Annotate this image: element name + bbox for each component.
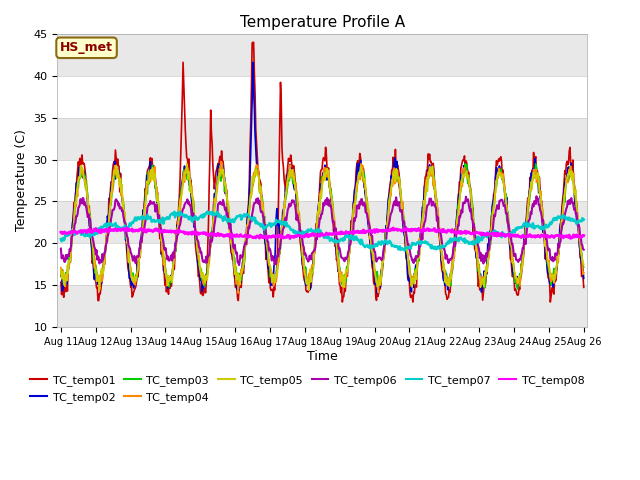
TC_temp08 xyxy=(387,227,395,233)
TC_temp07 xyxy=(204,209,212,215)
Bar xyxy=(58,285,588,327)
Line: TC_temp08: TC_temp08 xyxy=(61,228,584,239)
TC_temp06 xyxy=(67,248,74,254)
TC_temp01 xyxy=(57,279,65,285)
Line: TC_temp05: TC_temp05 xyxy=(61,164,584,290)
TC_temp08 xyxy=(174,229,182,235)
TC_temp07 xyxy=(201,211,209,217)
TC_temp05 xyxy=(183,161,191,167)
TC_temp03 xyxy=(173,232,181,238)
TC_temp07 xyxy=(57,236,65,242)
TC_temp07 xyxy=(67,229,74,235)
Line: TC_temp03: TC_temp03 xyxy=(61,164,584,289)
TC_temp04 xyxy=(173,230,181,236)
TC_temp02 xyxy=(57,273,65,279)
Line: TC_temp04: TC_temp04 xyxy=(61,161,584,293)
TC_temp03 xyxy=(401,227,409,233)
TC_temp05 xyxy=(57,267,65,273)
TC_temp02 xyxy=(201,278,209,284)
TC_temp01 xyxy=(339,299,346,305)
Bar xyxy=(58,118,588,159)
TC_temp08 xyxy=(202,230,209,236)
TC_temp04 xyxy=(387,192,395,198)
Bar xyxy=(58,34,588,76)
TC_temp02 xyxy=(67,247,74,252)
TC_temp01 xyxy=(120,211,128,217)
TC_temp05 xyxy=(305,288,313,293)
TC_temp08 xyxy=(120,228,128,233)
TC_temp05 xyxy=(580,262,588,267)
TC_temp03 xyxy=(120,209,128,215)
TC_temp08 xyxy=(286,236,294,241)
TC_temp03 xyxy=(57,271,65,277)
TC_temp06 xyxy=(236,262,243,268)
Line: TC_temp06: TC_temp06 xyxy=(61,196,584,265)
TC_temp06 xyxy=(532,193,540,199)
TC_temp08 xyxy=(67,230,74,236)
TC_temp03 xyxy=(67,259,74,264)
TC_temp08 xyxy=(403,227,410,232)
TC_temp02 xyxy=(580,276,588,281)
TC_temp01 xyxy=(249,39,257,45)
TC_temp02 xyxy=(249,60,257,65)
TC_temp05 xyxy=(67,255,74,261)
Legend: TC_temp01, TC_temp02, TC_temp03, TC_temp04, TC_temp05, TC_temp06, TC_temp07, TC_: TC_temp01, TC_temp02, TC_temp03, TC_temp… xyxy=(26,371,589,407)
TC_temp01 xyxy=(387,176,395,181)
Title: Temperature Profile A: Temperature Profile A xyxy=(240,15,405,30)
Line: TC_temp02: TC_temp02 xyxy=(61,62,584,293)
TC_temp03 xyxy=(461,161,469,167)
TC_temp02 xyxy=(373,290,381,296)
TC_temp06 xyxy=(57,246,65,252)
TC_temp01 xyxy=(67,259,74,265)
TC_temp07 xyxy=(580,216,588,222)
TC_temp01 xyxy=(173,219,181,225)
Line: TC_temp01: TC_temp01 xyxy=(61,42,584,302)
TC_temp03 xyxy=(514,286,522,292)
TC_temp03 xyxy=(580,264,588,270)
TC_temp05 xyxy=(403,238,410,243)
TC_temp06 xyxy=(387,213,394,218)
TC_temp06 xyxy=(201,257,209,263)
TC_temp07 xyxy=(173,212,181,218)
TC_temp06 xyxy=(402,224,410,230)
TC_temp06 xyxy=(173,233,181,239)
TC_temp04 xyxy=(57,264,65,270)
TC_temp04 xyxy=(580,270,588,276)
TC_temp07 xyxy=(120,227,128,232)
TC_temp07 xyxy=(401,248,409,253)
TC_temp04 xyxy=(120,208,128,214)
TC_temp02 xyxy=(403,255,410,261)
X-axis label: Time: Time xyxy=(307,349,338,362)
TC_temp03 xyxy=(201,281,209,287)
Text: HS_met: HS_met xyxy=(60,41,113,54)
Y-axis label: Temperature (C): Temperature (C) xyxy=(15,130,28,231)
TC_temp04 xyxy=(403,244,410,250)
TC_temp06 xyxy=(580,247,588,252)
TC_temp02 xyxy=(173,222,181,228)
TC_temp05 xyxy=(202,276,209,282)
TC_temp05 xyxy=(120,215,128,221)
TC_temp08 xyxy=(122,225,130,230)
TC_temp02 xyxy=(120,217,128,223)
TC_temp08 xyxy=(57,229,65,235)
TC_temp01 xyxy=(403,254,410,260)
TC_temp01 xyxy=(580,285,588,290)
TC_temp08 xyxy=(580,233,588,239)
TC_temp05 xyxy=(173,226,181,231)
TC_temp04 xyxy=(201,274,209,280)
TC_temp01 xyxy=(201,287,209,292)
TC_temp04 xyxy=(67,256,74,262)
TC_temp07 xyxy=(387,239,394,245)
TC_temp07 xyxy=(403,245,410,251)
TC_temp04 xyxy=(234,290,242,296)
TC_temp04 xyxy=(217,158,225,164)
Line: TC_temp07: TC_temp07 xyxy=(61,212,584,251)
TC_temp05 xyxy=(387,186,395,192)
TC_temp02 xyxy=(387,173,395,179)
Bar xyxy=(58,202,588,243)
TC_temp03 xyxy=(386,200,394,205)
TC_temp06 xyxy=(120,217,128,223)
